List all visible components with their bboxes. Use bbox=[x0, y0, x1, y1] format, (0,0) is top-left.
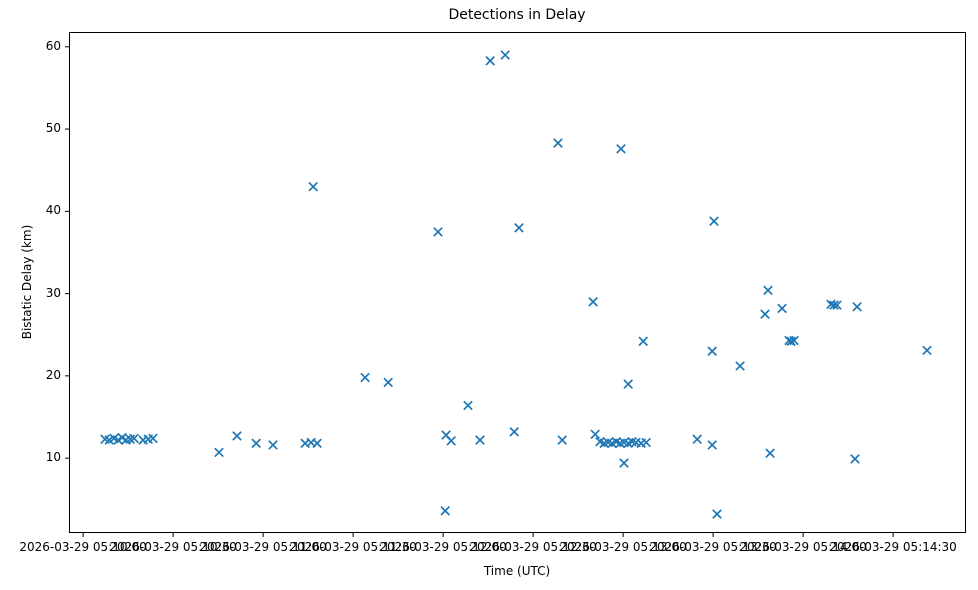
plot-area bbox=[69, 32, 966, 533]
x-tick-label: 2026-03-29 05:10:30 bbox=[109, 540, 237, 554]
y-axis-label: Bistatic Delay (km) bbox=[20, 224, 34, 340]
x-tick-label: 2026-03-29 05:14:30 bbox=[829, 540, 957, 554]
x-tick-label: 2026-03-29 05:14:00 bbox=[739, 540, 867, 554]
x-tick-label: 2026-03-29 05:11:00 bbox=[199, 540, 327, 554]
y-tick-label: 50 bbox=[45, 121, 61, 136]
y-tick-label: 40 bbox=[45, 203, 61, 218]
chart-title: Detections in Delay bbox=[448, 7, 586, 23]
x-tick-label: 2026-03-29 05:12:30 bbox=[469, 540, 597, 554]
x-tick-label: 2026-03-29 05:10:00 bbox=[19, 540, 147, 554]
x-tick-label: 2026-03-29 05:12:00 bbox=[379, 540, 507, 554]
x-tick-label: 2026-03-29 05:11:30 bbox=[289, 540, 417, 554]
x-tick-label: 2026-03-29 05:13:00 bbox=[559, 540, 687, 554]
y-tick-label: 10 bbox=[45, 450, 61, 465]
y-tick-label: 20 bbox=[45, 367, 61, 382]
y-tick-label: 30 bbox=[45, 285, 61, 300]
x-tick-label: 2026-03-29 05:13:30 bbox=[649, 540, 777, 554]
y-tick-label: 60 bbox=[45, 38, 61, 53]
x-axis-label: Time (UTC) bbox=[483, 564, 551, 578]
